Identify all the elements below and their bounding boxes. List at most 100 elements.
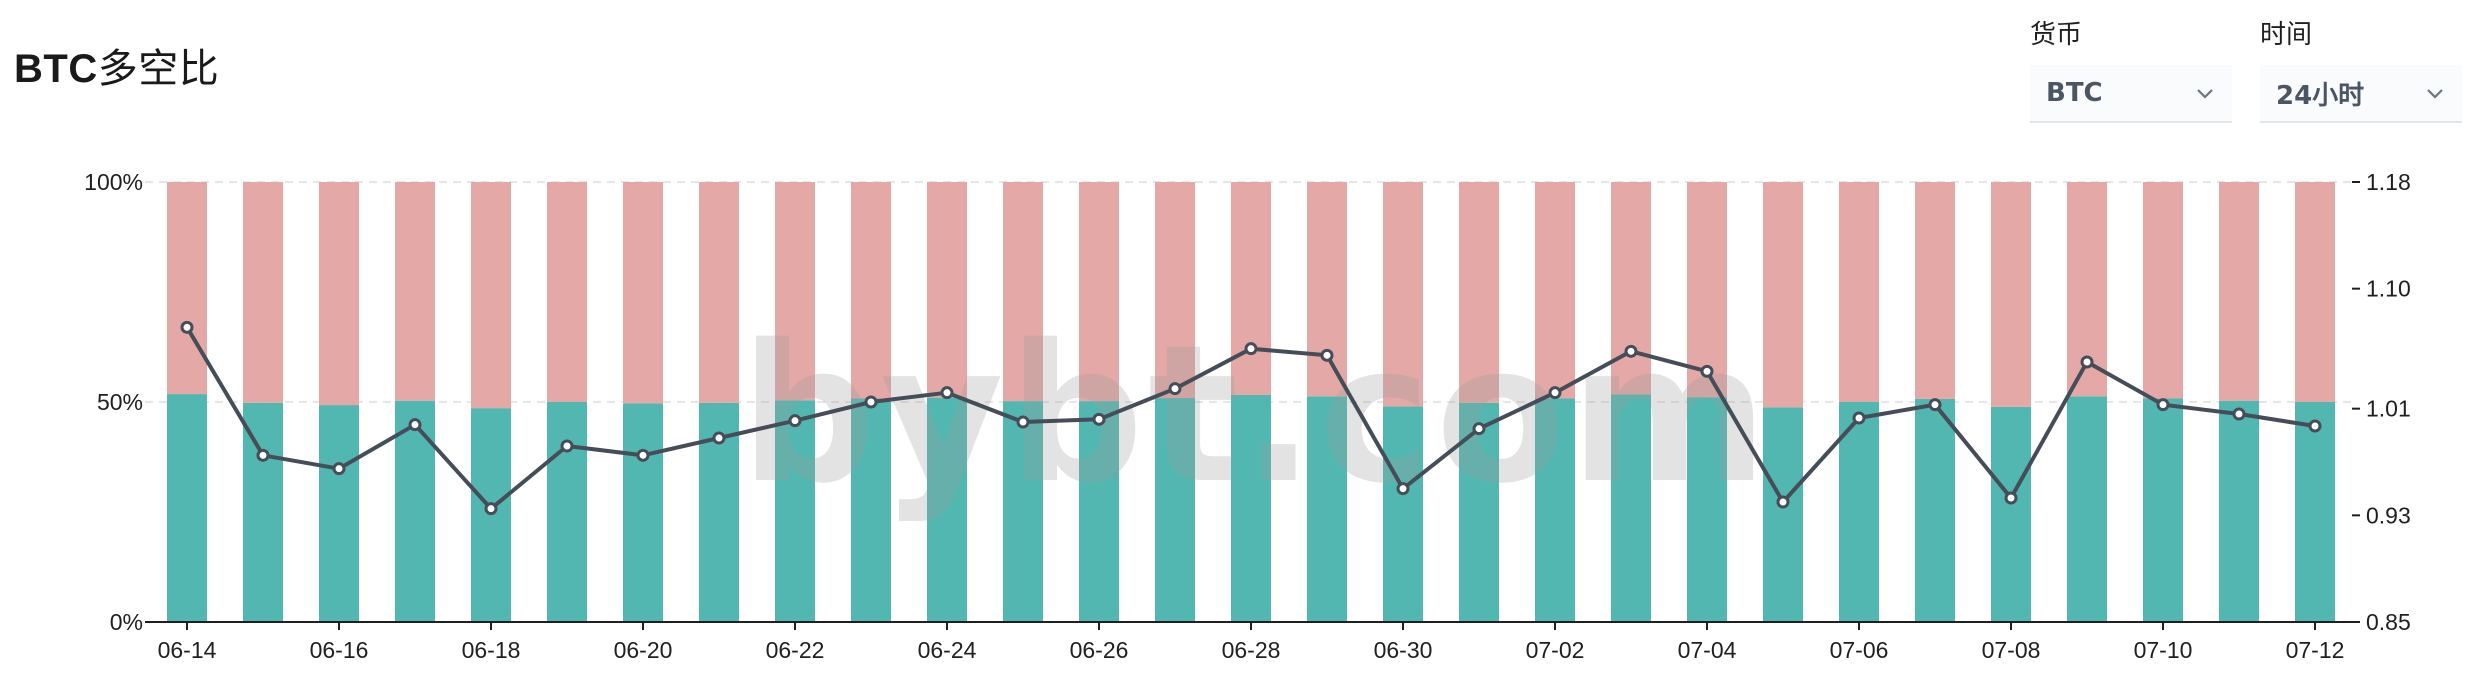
bar-long [1763,407,1803,622]
ratio-point [408,418,422,432]
x-tick-label: 06-30 [1374,637,1433,663]
bar-long [1383,406,1423,622]
bar-long [1307,396,1347,622]
bar-long [1535,398,1575,622]
bar-long [547,402,587,622]
chevron-down-icon [2197,89,2213,99]
ratio-point [1852,411,1866,425]
bar-short [623,182,663,404]
left-tick-label: 100% [84,169,143,195]
bar-long [623,403,663,622]
ratio-point [1548,386,1562,400]
ratio-point [332,462,346,476]
currency-select[interactable]: BTC [2030,65,2232,123]
ratio-point [2232,407,2246,421]
x-tick-label: 06-20 [614,637,673,663]
ratio-point [256,448,270,462]
bar-short [2295,182,2335,402]
bar-short [1155,182,1195,399]
time-select[interactable]: 24小时 [2260,65,2462,123]
ratio-point [1092,412,1106,426]
time-filter: 时间 24小时 [2260,14,2462,123]
ratio-line-group [180,320,2322,516]
bar-long [319,405,359,622]
right-tick-label: 1.10 [2366,276,2411,302]
x-tick-label: 07-06 [1830,637,1889,663]
bar-long [1839,402,1879,622]
ratio-point [1624,344,1638,358]
watermark: bybt.com [740,304,1772,525]
bar-long [2143,398,2183,622]
right-tick-label: 1.18 [2366,169,2411,195]
ratio-point [1396,482,1410,496]
ratio-point [1776,495,1790,509]
page-title: BTC多空比 [14,36,219,94]
title-symbol: BTC [14,47,98,91]
bar-short [1763,182,1803,408]
bar-short [1839,182,1879,402]
bar-short [1535,182,1575,399]
bar-short [927,182,967,398]
ratio-point [788,414,802,428]
ratio-point [1244,342,1258,356]
title-text: 多空比 [97,46,220,92]
time-select-value: 24小时 [2276,80,2365,111]
bar-short [1231,182,1271,395]
bar-long [1079,401,1119,622]
bar-long [1611,394,1651,622]
bar-short [699,182,739,403]
x-tick-label: 06-16 [310,637,369,663]
bar-short [1687,182,1727,398]
ratio-point [864,395,878,409]
x-tick-label: 06-26 [1070,637,1129,663]
bar-long [1231,394,1271,622]
bar-short [243,182,283,403]
bar-long [1915,398,1955,622]
right-tick-label: 0.85 [2366,609,2411,635]
x-tick-label: 07-04 [1678,637,1737,663]
right-tick-label: 0.93 [2366,502,2411,528]
x-tick-label: 07-12 [2286,637,2345,663]
ratio-point [1700,364,1714,378]
bar-short [395,182,435,401]
bar-short [319,182,359,406]
currency-filter: 货币 BTC [2030,14,2232,123]
x-tick-label: 06-14 [158,637,217,663]
ratio-point [712,431,726,445]
chevron-down-icon [2427,89,2443,99]
bar-long [1155,398,1195,622]
currency-filter-label: 货币 [2030,20,2083,50]
bar-long [2219,400,2259,622]
bar-short [1383,182,1423,407]
bars-group [167,182,2335,622]
bar-short [1915,182,1955,399]
grid-lines [145,181,2352,403]
bar-long [851,398,891,622]
ratio-point [940,386,954,400]
bar-short [851,182,891,399]
x-tick-label: 06-28 [1222,637,1281,663]
time-filter-label: 时间 [2260,20,2313,50]
x-tick-label: 06-18 [462,637,521,663]
ratio-point [2080,355,2094,369]
x-tick-label: 07-08 [1982,637,2041,663]
ratio-point [1016,415,1030,429]
bar-short [1003,182,1043,402]
ratio-point [560,439,574,453]
currency-select-value: BTC [2046,78,2103,108]
ratio-point [1168,382,1182,396]
bar-short [2219,182,2259,401]
bar-long [2295,402,2335,622]
ratio-point [180,320,194,334]
bar-short [775,182,815,401]
ratio-point [2308,419,2322,433]
x-tick-label: 06-24 [918,637,977,663]
bar-short [1991,182,2031,407]
ratio-point [1320,348,1334,362]
bar-long [1687,397,1727,622]
ratio-point [484,502,498,516]
x-tick-label: 07-02 [1526,637,1585,663]
bar-short [1459,182,1499,403]
bar-long [1991,406,2031,622]
